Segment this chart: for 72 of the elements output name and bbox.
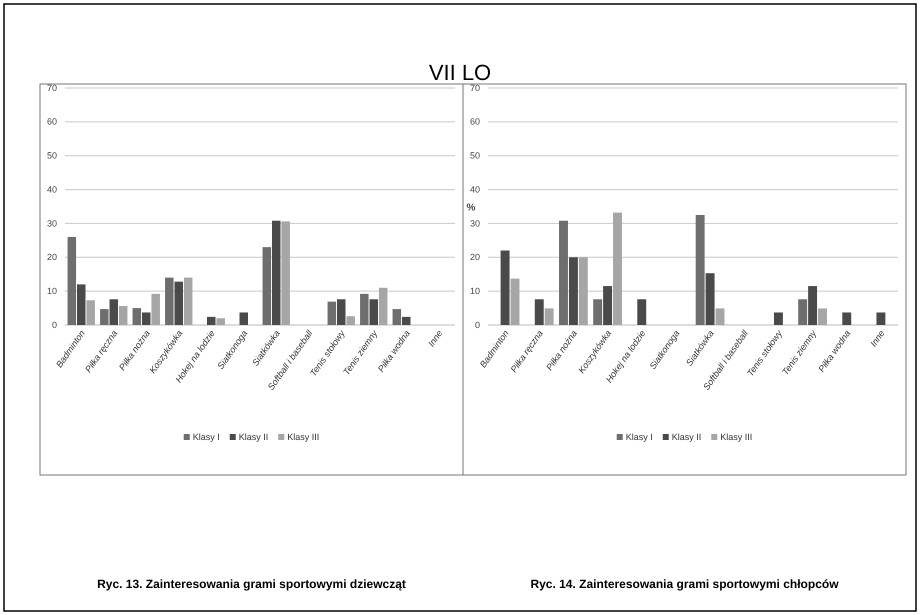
y-tick-label: 20 xyxy=(46,252,57,262)
bar xyxy=(544,308,554,325)
bar xyxy=(510,278,520,325)
bar xyxy=(578,257,588,325)
y-tick-label: 60 xyxy=(470,116,480,127)
bar xyxy=(132,308,142,325)
bar xyxy=(613,212,622,325)
bar xyxy=(68,236,76,325)
y-tick-label: 10 xyxy=(46,286,57,296)
bar xyxy=(774,312,783,325)
y-tick-label: 30 xyxy=(470,218,480,228)
bar xyxy=(637,299,646,325)
y-tick-label: 50 xyxy=(470,150,480,161)
y-tick-label: 10 xyxy=(470,286,480,296)
bar xyxy=(118,306,128,325)
y-axis-title: % xyxy=(466,202,476,214)
bar xyxy=(77,284,86,325)
bar xyxy=(174,282,183,325)
bar xyxy=(110,299,118,325)
chart-title: VII LO xyxy=(428,60,492,85)
text: Ryc. 13. Zainteresowania grami sportowymi dziewcząt xyxy=(97,577,406,591)
bar xyxy=(328,302,336,325)
legend-label: Klasy II xyxy=(238,432,268,442)
y-tick-label: 0 xyxy=(474,320,480,330)
bar xyxy=(842,312,852,325)
bar xyxy=(593,299,602,325)
bar xyxy=(808,286,818,325)
text: Ryc. 14. Zainteresowania grami sportowymi chłopców xyxy=(530,577,840,591)
bar xyxy=(568,257,578,325)
bar xyxy=(500,250,510,325)
bar xyxy=(716,308,724,325)
bar xyxy=(534,299,544,325)
bar xyxy=(281,221,290,325)
bar xyxy=(559,220,568,325)
bar xyxy=(184,278,192,325)
bar xyxy=(818,308,827,325)
bar xyxy=(603,286,612,325)
bar xyxy=(240,312,248,325)
bar xyxy=(207,316,216,325)
bar xyxy=(337,299,346,325)
bar xyxy=(86,300,95,325)
bar xyxy=(402,316,410,325)
legend-label: Klasy I xyxy=(626,432,653,442)
legend-label: Klasy I xyxy=(192,432,220,442)
bar xyxy=(392,309,402,325)
bar xyxy=(378,288,388,325)
bar xyxy=(696,214,705,325)
y-tick-label: 50 xyxy=(46,150,57,161)
bar xyxy=(798,299,808,325)
y-tick-label: 70 xyxy=(46,82,57,93)
bar xyxy=(360,294,369,325)
bar xyxy=(262,247,272,325)
legend-label: Klasy III xyxy=(720,432,752,442)
bar xyxy=(706,273,715,325)
y-tick-label: 30 xyxy=(46,218,57,228)
bar xyxy=(876,312,886,325)
y-tick-label: 40 xyxy=(470,184,480,194)
y-tick-label: 60 xyxy=(46,116,57,127)
y-tick-label: 40 xyxy=(46,184,57,194)
bar xyxy=(272,220,280,325)
bar xyxy=(151,294,160,325)
bar xyxy=(142,312,150,325)
bar xyxy=(370,299,378,325)
y-tick-label: 20 xyxy=(470,252,480,262)
legend-label: Klasy II xyxy=(672,432,702,442)
bar xyxy=(346,316,355,325)
bar xyxy=(216,318,225,325)
bar xyxy=(165,278,174,325)
bar xyxy=(100,309,109,325)
y-tick-label: 70 xyxy=(470,82,480,93)
legend-label: Klasy III xyxy=(287,432,320,442)
y-tick-label: 0 xyxy=(52,320,57,330)
